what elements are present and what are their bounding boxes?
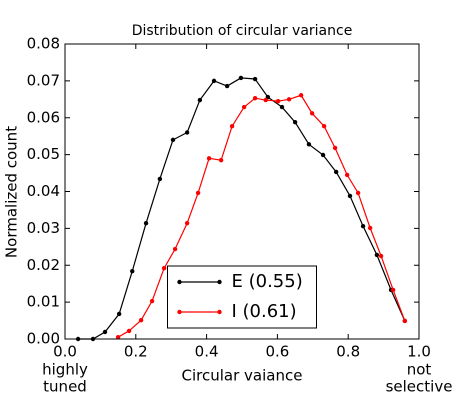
data-point xyxy=(116,311,122,317)
data-point xyxy=(378,253,384,259)
data-point xyxy=(206,156,212,161)
y-axis-label: Normalized count xyxy=(3,126,21,258)
data-point xyxy=(347,193,353,199)
annotation: not xyxy=(407,361,432,379)
data-point xyxy=(390,287,396,293)
data-point xyxy=(402,318,408,324)
legend-swatch xyxy=(177,279,182,285)
legend-swatch xyxy=(177,309,182,315)
x-tick-label: 0.4 xyxy=(195,343,219,361)
data-point xyxy=(138,317,144,323)
data-point xyxy=(298,93,304,98)
x-tick-label: 0.0 xyxy=(53,343,77,361)
data-point xyxy=(130,268,135,274)
x-tick-label: 1.0 xyxy=(407,343,431,361)
data-point xyxy=(224,83,230,89)
y-tick-label: 0.00 xyxy=(27,330,60,348)
data-point xyxy=(292,119,298,125)
data-point xyxy=(143,221,149,226)
legend-swatch xyxy=(217,279,222,285)
y-tick-label: 0.01 xyxy=(27,293,60,311)
data-point xyxy=(149,298,155,304)
x-tick-label: 0.2 xyxy=(124,343,148,361)
series-line xyxy=(117,94,406,338)
legend-swatch xyxy=(217,309,222,315)
data-point xyxy=(344,172,350,178)
data-point xyxy=(263,97,268,103)
data-point xyxy=(170,137,176,143)
data-point xyxy=(115,334,121,340)
data-point xyxy=(279,104,285,110)
y-tick-label: 0.04 xyxy=(27,182,60,200)
plot-frame xyxy=(64,43,420,340)
x-tick-label: 0.8 xyxy=(336,343,360,361)
data-point xyxy=(195,190,201,196)
data-point xyxy=(172,246,178,252)
legend-box xyxy=(167,265,317,329)
data-point xyxy=(229,124,235,129)
y-tick-label: 0.03 xyxy=(27,219,60,237)
data-point xyxy=(211,78,217,84)
data-point xyxy=(321,124,327,129)
data-point xyxy=(306,142,312,147)
data-point xyxy=(286,97,292,102)
data-point xyxy=(184,130,190,135)
y-tick-label: 0.07 xyxy=(27,71,60,89)
data-point xyxy=(197,97,203,103)
data-point xyxy=(252,96,258,101)
annotation: selective xyxy=(386,378,453,396)
data-point xyxy=(355,190,361,196)
chart-title: Distribution of circular variance xyxy=(132,23,353,39)
data-point xyxy=(320,152,326,158)
data-point xyxy=(161,266,167,271)
data-point xyxy=(333,169,339,175)
y-tick-label: 0.05 xyxy=(27,145,60,163)
x-tick-label: 0.6 xyxy=(265,343,289,361)
data-point xyxy=(309,111,315,116)
data-point xyxy=(332,145,338,151)
annotation: tuned xyxy=(43,378,87,396)
y-tick-label: 0.08 xyxy=(27,35,60,53)
data-point xyxy=(238,75,244,81)
legend-label: I (0.61) xyxy=(232,301,297,322)
data-point xyxy=(275,98,281,104)
data-point xyxy=(241,104,247,110)
data-point xyxy=(218,157,224,163)
x-axis-label: Circular vaiance xyxy=(182,367,303,385)
data-point xyxy=(367,225,373,231)
data-point xyxy=(360,223,366,229)
data-point xyxy=(157,176,163,182)
y-tick-label: 0.06 xyxy=(27,108,60,126)
data-point xyxy=(102,329,108,335)
y-tick-label: 0.02 xyxy=(27,256,60,274)
data-point xyxy=(184,221,190,226)
legend-label: E (0.55) xyxy=(232,271,303,292)
annotation: highly xyxy=(42,361,88,379)
data-point xyxy=(252,76,258,82)
data-point xyxy=(374,252,380,258)
data-point xyxy=(126,328,132,334)
